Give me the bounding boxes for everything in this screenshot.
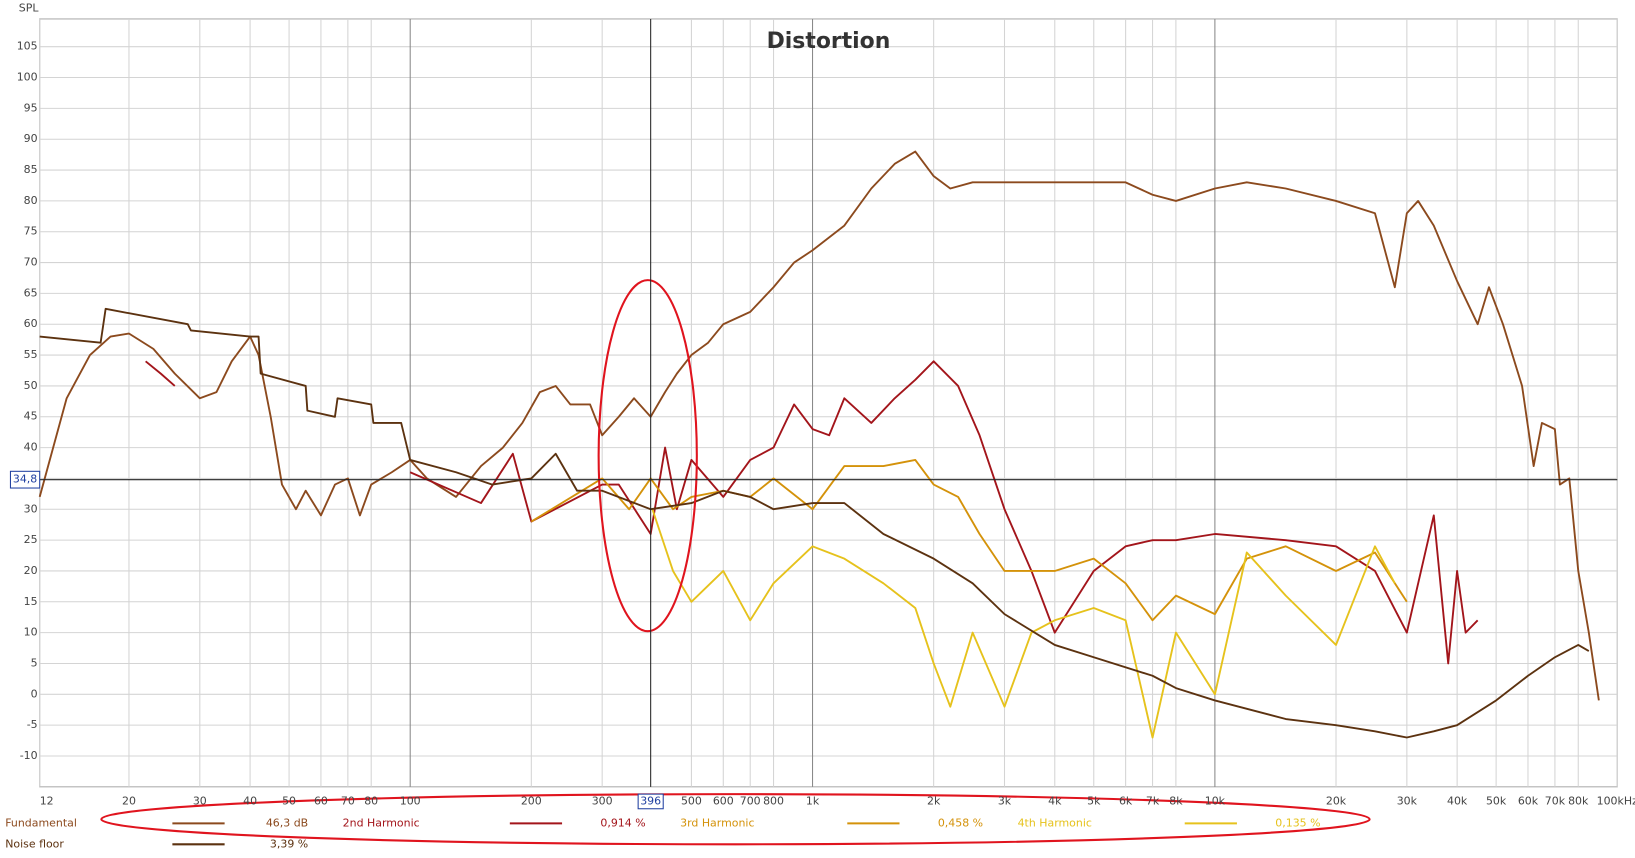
y-tick-label: 45 <box>24 410 38 423</box>
x-tick-label: 30 <box>193 794 207 807</box>
y-tick-label: 10 <box>24 626 38 639</box>
y-tick-label: 80 <box>24 194 38 207</box>
y-tick-label: 65 <box>24 286 38 299</box>
x-tick-label: 40k <box>1447 794 1468 807</box>
series-line <box>530 458 1408 622</box>
legend-label: Fundamental <box>5 816 77 829</box>
x-tick-label: 30k <box>1397 794 1418 807</box>
x-tick-label: 5k <box>1087 794 1101 807</box>
y-tick-label: -10 <box>20 749 38 762</box>
y-tick-label: 70 <box>24 256 38 269</box>
x-tick-label: 100kHz <box>1597 794 1635 807</box>
y-tick-label: 105 <box>17 40 38 53</box>
legend-label: 3rd Harmonic <box>680 816 754 829</box>
x-tick-label: 60k <box>1518 794 1539 807</box>
x-tick-label: 7k <box>1146 794 1160 807</box>
y-tick-label: 25 <box>24 533 38 546</box>
series-line <box>145 360 1479 665</box>
x-tick-label: 8k <box>1169 794 1183 807</box>
y-tick-label: 85 <box>24 163 38 176</box>
x-tick-label: 600 <box>713 794 734 807</box>
x-tick-label: 2k <box>927 794 941 807</box>
x-tick-label: 80 <box>364 794 378 807</box>
y-tick-label: 100 <box>17 71 38 84</box>
y-tick-label: 30 <box>24 502 38 515</box>
x-tick-label: 100 <box>400 794 421 807</box>
x-tick-label: 800 <box>763 794 784 807</box>
series-line <box>39 307 1590 739</box>
x-tick-label: 60 <box>314 794 328 807</box>
x-tick-label: 20k <box>1326 794 1347 807</box>
x-tick-label: 500 <box>681 794 702 807</box>
series-line <box>38 150 1600 701</box>
legend-label: 4th Harmonic <box>1018 816 1092 829</box>
y-tick-label: 75 <box>24 225 38 238</box>
y-tick-label: 5 <box>31 656 38 669</box>
legend-value: 0,135 % <box>1275 816 1320 829</box>
series-lines <box>38 150 1600 739</box>
plot-area <box>39 18 1618 788</box>
x-tick-label: 40 <box>243 794 257 807</box>
y-tick-label: -5 <box>27 718 38 731</box>
annotation-ellipse <box>597 279 698 633</box>
y-tick-label: 0 <box>31 687 38 700</box>
x-tick-label: 12 <box>40 794 54 807</box>
x-tick-label: 70 <box>341 794 355 807</box>
legend-label: 2nd Harmonic <box>343 816 420 829</box>
x-tick-label: 6k <box>1119 794 1133 807</box>
y-tick-label: 90 <box>24 132 38 145</box>
legend-value: 0,914 % <box>600 816 645 829</box>
cursor-x-box <box>637 793 664 810</box>
cursor-y-box <box>9 470 41 489</box>
y-axis-label: SPL <box>19 1 40 14</box>
series-line <box>651 508 1396 739</box>
y-tick-label: 15 <box>24 595 38 608</box>
legend-label: Noise floor <box>5 837 64 850</box>
x-tick-label: 700 <box>740 794 761 807</box>
y-tick-label: 60 <box>24 317 38 330</box>
annotation-ellipse <box>100 793 1371 846</box>
x-tick-label: 70k <box>1545 794 1566 807</box>
legend-value: 3,39 % <box>270 837 308 850</box>
x-tick-label: 300 <box>592 794 613 807</box>
x-tick-label: 50 <box>282 794 296 807</box>
y-tick-label: 55 <box>24 348 38 361</box>
chart-title: Distortion <box>767 29 891 54</box>
x-tick-label: 20 <box>122 794 136 807</box>
legend: Fundamental 46,3 dB 2nd Harmonic 0,914 % 3rd… <box>5 816 1320 850</box>
x-tick-label: 1k <box>806 794 820 807</box>
grid <box>39 18 1618 787</box>
legend-value: 46,3 dB <box>266 816 308 829</box>
x-tick-label: 4k <box>1048 794 1062 807</box>
x-tick-label: 50k <box>1486 794 1507 807</box>
y-tick-label: 40 <box>24 441 38 454</box>
x-tick-label: 3k <box>998 794 1012 807</box>
x-tick-label: 80k <box>1568 794 1589 807</box>
y-tick-label: 20 <box>24 564 38 577</box>
x-tick-label: 10k <box>1205 794 1226 807</box>
legend-value: 0,458 % <box>938 816 983 829</box>
x-tick-label: 200 <box>521 794 542 807</box>
cursor-x-label: 396 <box>640 794 661 807</box>
y-tick-label: 95 <box>24 101 38 114</box>
cursor-y-label: 34,8 <box>13 473 37 486</box>
y-tick-label: 50 <box>24 379 38 392</box>
